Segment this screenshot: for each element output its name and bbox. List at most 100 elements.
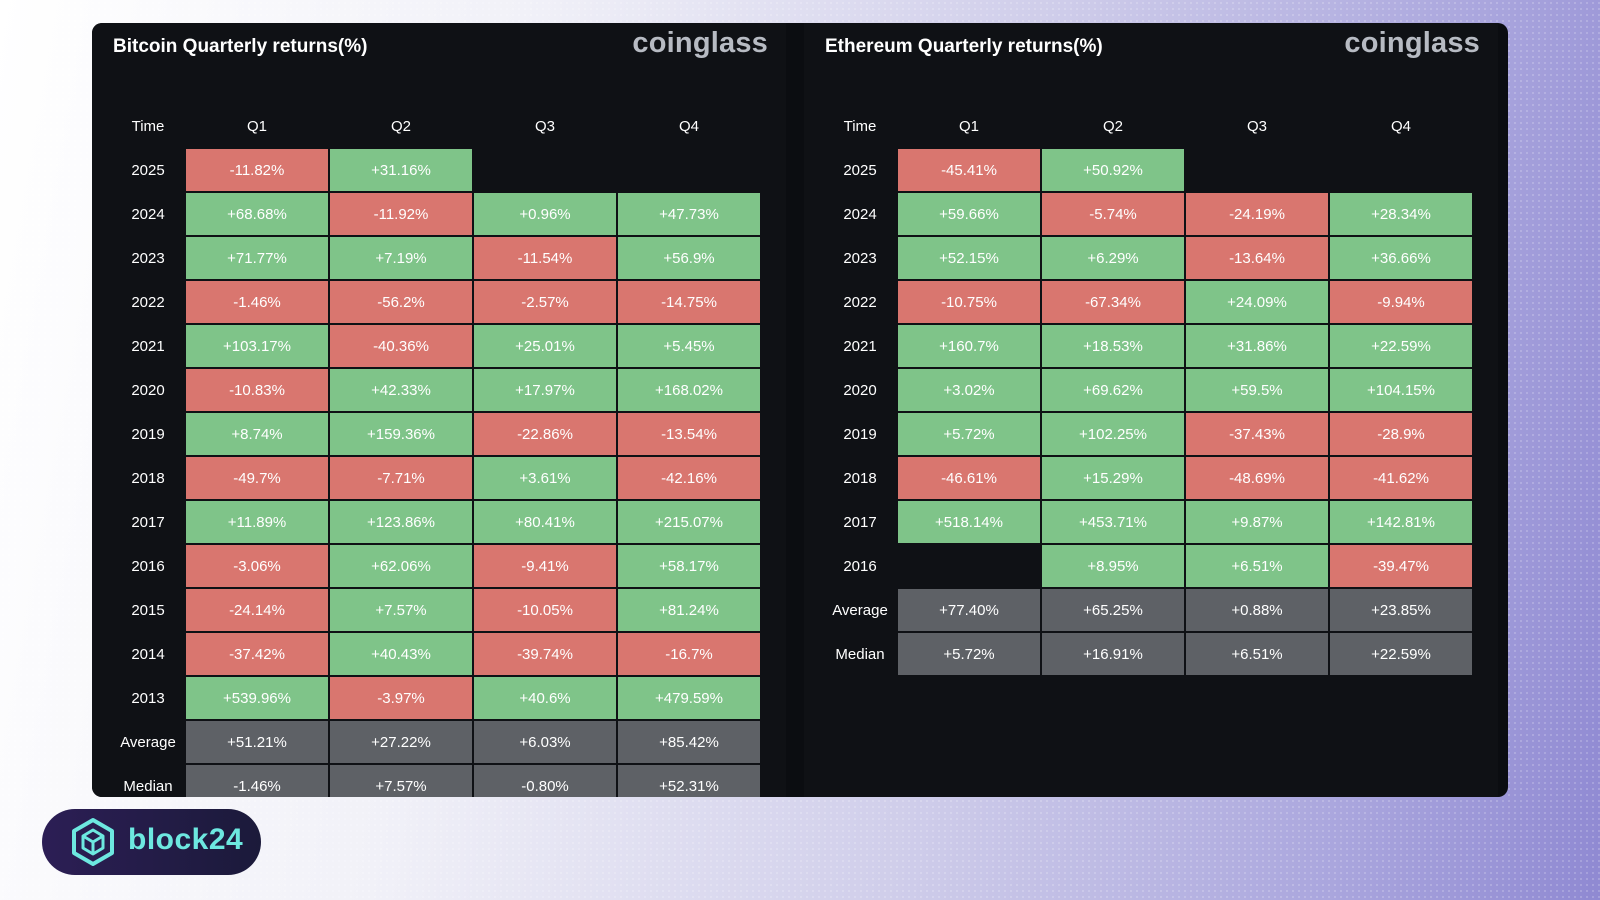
return-cell: -67.34% bbox=[1042, 281, 1184, 323]
empty-cell bbox=[1330, 149, 1472, 191]
year-label: 2020 bbox=[131, 381, 165, 399]
year-row: 2024 +59.66% -5.74% -24.19% +28.34% bbox=[824, 193, 1472, 235]
ethereum-returns-table: Time Q1 Q2 Q3 Q4 2025 -45.41% +50.92% 2024 +59.66… bbox=[822, 103, 1474, 677]
year-row: 2020 -10.83% +42.33% +17.97% +168.02% bbox=[112, 369, 760, 411]
return-cell: +15.29% bbox=[1042, 457, 1184, 499]
year-label: 2021 bbox=[131, 337, 165, 355]
stat-cell: +52.31% bbox=[618, 765, 760, 797]
block24-wordmark: block24 bbox=[128, 823, 244, 856]
stat-cell: +27.22% bbox=[330, 721, 472, 763]
year-row: 2018 -46.61% +15.29% -48.69% -41.62% bbox=[824, 457, 1472, 499]
year-row: 2024 +68.68% -11.92% +0.96% +47.73% bbox=[112, 193, 760, 235]
year-row: 2016 +8.95% +6.51% -39.47% bbox=[824, 545, 1472, 587]
quarter-column-header: Q4 bbox=[1390, 117, 1411, 135]
return-cell: -48.69% bbox=[1186, 457, 1328, 499]
year-row: 2021 +160.7% +18.53% +31.86% +22.59% bbox=[824, 325, 1472, 367]
return-cell: +62.06% bbox=[330, 545, 472, 587]
time-column-header: Time bbox=[131, 117, 165, 135]
coinglass-logo: coinglass bbox=[1344, 27, 1480, 59]
year-row: 2021 +103.17% -40.36% +25.01% +5.45% bbox=[112, 325, 760, 367]
return-cell: +36.66% bbox=[1330, 237, 1472, 279]
stat-cell: +51.21% bbox=[186, 721, 328, 763]
empty-cell bbox=[1186, 149, 1328, 191]
year-label: 2018 bbox=[843, 469, 877, 487]
return-cell: -11.54% bbox=[474, 237, 616, 279]
year-label: 2013 bbox=[131, 689, 165, 707]
year-row: 2016 -3.06% +62.06% -9.41% +58.17% bbox=[112, 545, 760, 587]
stat-cell: +7.57% bbox=[330, 765, 472, 797]
year-label: 2024 bbox=[843, 205, 877, 223]
year-row: 2022 -10.75% -67.34% +24.09% -9.94% bbox=[824, 281, 1472, 323]
year-row: 2019 +5.72% +102.25% -37.43% -28.9% bbox=[824, 413, 1472, 455]
return-cell: +68.68% bbox=[186, 193, 328, 235]
return-cell: -46.61% bbox=[898, 457, 1040, 499]
quarter-column-header: Q4 bbox=[678, 117, 699, 135]
return-cell: +81.24% bbox=[618, 589, 760, 631]
quarter-column-header: Q1 bbox=[958, 117, 979, 135]
return-cell: +22.59% bbox=[1330, 325, 1472, 367]
return-cell: +17.97% bbox=[474, 369, 616, 411]
return-cell: +168.02% bbox=[618, 369, 760, 411]
return-cell: -1.46% bbox=[186, 281, 328, 323]
return-cell: +71.77% bbox=[186, 237, 328, 279]
return-cell: -9.41% bbox=[474, 545, 616, 587]
year-label: 2014 bbox=[131, 645, 165, 663]
year-row: 2023 +52.15% +6.29% -13.64% +36.66% bbox=[824, 237, 1472, 279]
year-row: 2015 -24.14% +7.57% -10.05% +81.24% bbox=[112, 589, 760, 631]
return-cell: -37.43% bbox=[1186, 413, 1328, 455]
return-cell: +103.17% bbox=[186, 325, 328, 367]
return-cell: +123.86% bbox=[330, 501, 472, 543]
quarter-column-header: Q3 bbox=[534, 117, 555, 135]
return-cell: -11.82% bbox=[186, 149, 328, 191]
return-cell: +142.81% bbox=[1330, 501, 1472, 543]
return-cell: +8.95% bbox=[1042, 545, 1184, 587]
stat-cell: +5.72% bbox=[898, 633, 1040, 675]
return-cell: -9.94% bbox=[1330, 281, 1472, 323]
stat-cell: +6.51% bbox=[1186, 633, 1328, 675]
return-cell: +9.87% bbox=[1186, 501, 1328, 543]
year-label: 2022 bbox=[131, 293, 165, 311]
return-cell: -49.7% bbox=[186, 457, 328, 499]
year-row: 2022 -1.46% -56.2% -2.57% -14.75% bbox=[112, 281, 760, 323]
year-label: 2017 bbox=[131, 513, 165, 531]
return-cell: -39.47% bbox=[1330, 545, 1472, 587]
quarter-column-header: Q3 bbox=[1246, 117, 1267, 135]
return-cell: -40.36% bbox=[330, 325, 472, 367]
return-cell: -3.06% bbox=[186, 545, 328, 587]
return-cell: +11.89% bbox=[186, 501, 328, 543]
year-label: 2019 bbox=[843, 425, 877, 443]
return-cell: -5.74% bbox=[1042, 193, 1184, 235]
return-cell: +52.15% bbox=[898, 237, 1040, 279]
stat-label: Average bbox=[832, 601, 888, 619]
year-row: 2023 +71.77% +7.19% -11.54% +56.9% bbox=[112, 237, 760, 279]
return-cell: -45.41% bbox=[898, 149, 1040, 191]
quarter-column-header: Q2 bbox=[390, 117, 411, 135]
quarter-column-header: Q2 bbox=[1102, 117, 1123, 135]
quarter-column-header: Q1 bbox=[246, 117, 267, 135]
empty-cell bbox=[898, 545, 1040, 587]
year-row: 2018 -49.7% -7.71% +3.61% -42.16% bbox=[112, 457, 760, 499]
bitcoin-panel: Bitcoin Quarterly returns(%) coinglass T… bbox=[92, 23, 786, 797]
return-cell: +6.51% bbox=[1186, 545, 1328, 587]
hexagon-cube-icon bbox=[72, 818, 114, 866]
return-cell: +56.9% bbox=[618, 237, 760, 279]
stat-cell: -0.80% bbox=[474, 765, 616, 797]
year-label: 2023 bbox=[131, 249, 165, 267]
year-row: 2017 +518.14% +453.71% +9.87% +142.81% bbox=[824, 501, 1472, 543]
stat-label: Average bbox=[120, 733, 176, 751]
heatmap-frame: Bitcoin Quarterly returns(%) coinglass T… bbox=[92, 23, 1508, 797]
return-cell: -24.19% bbox=[1186, 193, 1328, 235]
return-cell: -14.75% bbox=[618, 281, 760, 323]
return-cell: +160.7% bbox=[898, 325, 1040, 367]
header-row: Time Q1 Q2 Q3 Q4 bbox=[824, 105, 1472, 147]
return-cell: -56.2% bbox=[330, 281, 472, 323]
return-cell: +40.6% bbox=[474, 677, 616, 719]
return-cell: +5.72% bbox=[898, 413, 1040, 455]
header-row: Time Q1 Q2 Q3 Q4 bbox=[112, 105, 760, 147]
stat-cell: +16.91% bbox=[1042, 633, 1184, 675]
ethereum-panel: Ethereum Quarterly returns(%) coinglass … bbox=[804, 23, 1498, 797]
year-row: 2019 +8.74% +159.36% -22.86% -13.54% bbox=[112, 413, 760, 455]
return-cell: -7.71% bbox=[330, 457, 472, 499]
return-cell: -10.05% bbox=[474, 589, 616, 631]
return-cell: +18.53% bbox=[1042, 325, 1184, 367]
